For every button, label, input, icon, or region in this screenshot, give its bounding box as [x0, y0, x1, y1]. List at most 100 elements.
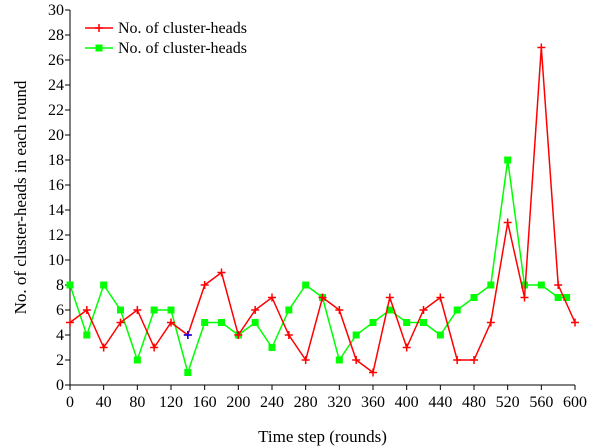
series-1-point [150, 343, 159, 352]
series-1-point [369, 368, 377, 377]
y-tick-label: 26 [48, 52, 64, 69]
y-tick-label: 24 [48, 77, 64, 94]
y-tick-label: 30 [48, 2, 64, 19]
y-tick-label: 14 [48, 202, 64, 219]
series-1-point [453, 356, 462, 364]
y-tick-label: 4 [56, 327, 64, 344]
y-tick-label: 6 [56, 302, 64, 319]
series-2-point [487, 281, 495, 289]
y-tick-label: 22 [48, 102, 64, 119]
x-tick-label: 80 [129, 394, 145, 411]
x-tick-label: 600 [563, 394, 587, 411]
series-1-point [251, 306, 260, 314]
y-axis-label: No. of cluster-heads in each round [11, 80, 30, 314]
series-1-point [133, 306, 142, 314]
series-1-point [116, 318, 125, 327]
x-tick-label: 120 [159, 394, 183, 411]
x-tick-label: 40 [96, 394, 112, 411]
series-1-point [268, 293, 276, 302]
series-2-point [436, 331, 444, 339]
series-2-point [100, 281, 108, 289]
series-2-point [403, 319, 411, 326]
x-tick-label: 280 [294, 394, 318, 411]
series-2-point [66, 281, 74, 289]
series-2-point [554, 294, 562, 301]
series-2-point [218, 319, 225, 326]
series-1-point [486, 318, 495, 327]
series-2-point [251, 319, 259, 326]
series-1-point [82, 306, 91, 314]
series-1-point [520, 293, 529, 302]
series-2-point [302, 281, 310, 289]
series-1-point [318, 293, 327, 302]
series-1-point [419, 306, 428, 314]
series-1-point [217, 268, 226, 277]
series-1-point [99, 343, 108, 352]
x-tick-label: 560 [529, 394, 553, 411]
series-1-point [167, 318, 175, 327]
series-1-point [537, 43, 546, 52]
x-tick-label: 480 [462, 394, 486, 411]
series-2-point [83, 331, 91, 339]
x-tick-label: 200 [226, 394, 250, 411]
y-tick-label: 12 [48, 227, 64, 244]
series-1-point [234, 331, 243, 339]
series-1-point [200, 281, 209, 289]
series-1-point [66, 318, 74, 327]
series-2-point [184, 369, 192, 376]
series-2-point [420, 319, 427, 326]
series-1-point [301, 356, 310, 364]
legend-label: No. of cluster-heads [118, 20, 247, 37]
series-1-point [503, 218, 512, 227]
legend-label: No. of cluster-heads [118, 40, 247, 57]
series-2-point [470, 294, 478, 301]
x-tick-label: 360 [361, 394, 385, 411]
y-tick-label: 2 [56, 352, 64, 369]
y-tick-label: 20 [48, 127, 64, 144]
series-1-line [69, 47, 576, 374]
legend-swatch-marker [95, 44, 103, 52]
series [66, 43, 579, 377]
series-2-point [369, 319, 377, 326]
series-2-point [133, 356, 141, 364]
series-2-point [537, 281, 545, 289]
series-2-line [69, 159, 567, 376]
series-1 [66, 43, 579, 377]
series-1-point [571, 318, 579, 327]
series-2-point [117, 306, 124, 314]
y-tick-label: 16 [48, 177, 64, 194]
x-tick-label: 440 [428, 394, 452, 411]
x-axis-label: Time step (rounds) [258, 427, 387, 446]
y-tick-label: 10 [48, 252, 64, 269]
series-2-point [268, 344, 276, 351]
series-2-point [504, 156, 512, 164]
series-1-point [436, 293, 445, 302]
x-tick-label: 320 [327, 394, 351, 411]
series-2-point [352, 331, 360, 339]
legend-item-2: No. of cluster-heads [85, 40, 247, 57]
y-tick-label: 0 [56, 377, 64, 394]
series-2-point [335, 356, 343, 364]
series-2-point [285, 306, 293, 314]
series-2-point [150, 306, 158, 314]
x-tick-label: 0 [66, 394, 74, 411]
series-2-point [201, 319, 209, 326]
legend: No. of cluster-heads No. of cluster-heads [85, 20, 247, 57]
legend-item-1: No. of cluster-heads [85, 20, 247, 37]
x-tick-label: 240 [260, 394, 284, 411]
annotation-point [183, 331, 192, 339]
legend-swatch-marker [95, 24, 103, 32]
series-1-point [554, 281, 563, 289]
y-tick-label: 8 [56, 277, 64, 294]
y-tick-label: 28 [48, 27, 64, 44]
series-1-point [352, 356, 361, 364]
series-2 [66, 156, 571, 376]
series-1-point [335, 306, 344, 314]
series-1-point [284, 331, 293, 339]
series-2-point [453, 306, 461, 314]
series-2-point [167, 306, 175, 314]
x-tick-label: 160 [193, 394, 217, 411]
x-tick-label: 520 [496, 394, 520, 411]
